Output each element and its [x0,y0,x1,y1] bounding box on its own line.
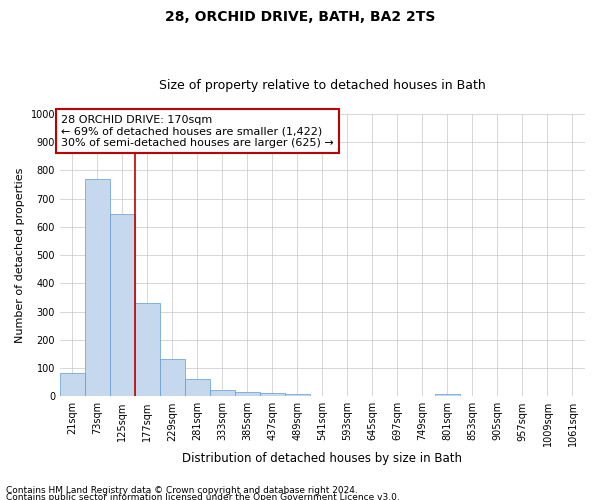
Title: Size of property relative to detached houses in Bath: Size of property relative to detached ho… [159,79,486,92]
X-axis label: Distribution of detached houses by size in Bath: Distribution of detached houses by size … [182,452,463,465]
Bar [235,392,260,396]
Bar [260,393,285,396]
Bar [60,373,85,396]
Bar [285,394,310,396]
Bar [185,380,210,396]
Bar [85,179,110,396]
Text: Contains public sector information licensed under the Open Government Licence v3: Contains public sector information licen… [6,494,400,500]
Y-axis label: Number of detached properties: Number of detached properties [15,168,25,343]
Text: 28, ORCHID DRIVE, BATH, BA2 2TS: 28, ORCHID DRIVE, BATH, BA2 2TS [165,10,435,24]
Bar [160,359,185,397]
Bar [135,303,160,396]
Text: Contains HM Land Registry data © Crown copyright and database right 2024.: Contains HM Land Registry data © Crown c… [6,486,358,495]
Bar [435,394,460,396]
Bar [110,214,135,396]
Bar [210,390,235,396]
Text: 28 ORCHID DRIVE: 170sqm
← 69% of detached houses are smaller (1,422)
30% of semi: 28 ORCHID DRIVE: 170sqm ← 69% of detache… [61,114,334,148]
